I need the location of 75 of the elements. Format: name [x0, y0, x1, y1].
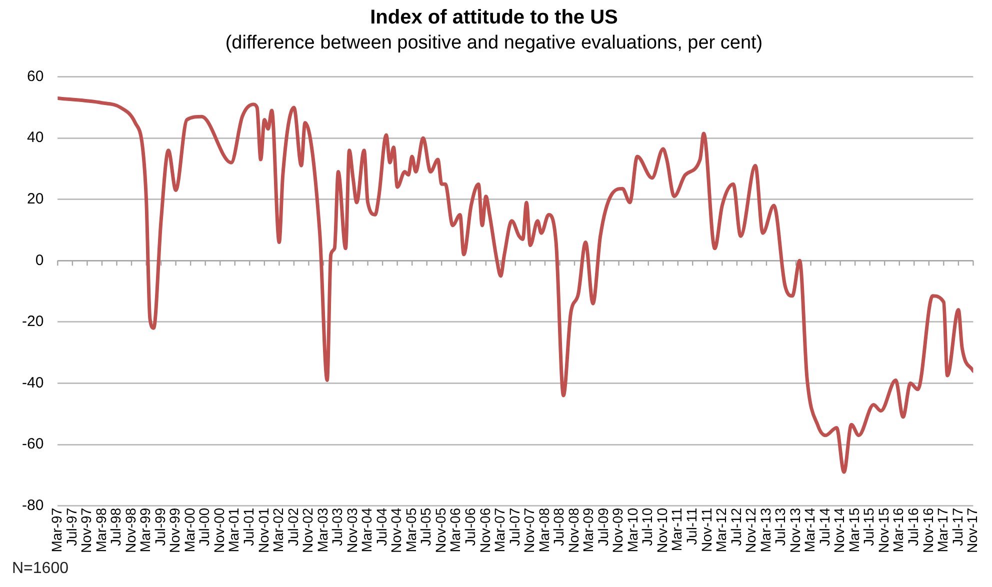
x-tick-label: Mar-12: [713, 508, 730, 552]
x-tick-label: Jul-14: [816, 508, 832, 546]
x-tick-label: Jul-06: [462, 508, 478, 546]
x-tick-label: Nov-12: [742, 508, 759, 554]
x-tick-label: Nov-00: [210, 508, 227, 554]
x-tick-label: Mar-17: [934, 508, 951, 552]
y-tick-label: 0: [35, 252, 44, 269]
x-tick-label: Mar-05: [402, 508, 419, 552]
x-tick-label: Mar-01: [226, 508, 242, 552]
y-tick-label: 60: [26, 68, 44, 85]
x-tick-label: Mar-10: [624, 508, 640, 552]
x-tick-label: Mar-06: [447, 508, 464, 552]
x-tick-label: Jul-99: [152, 508, 168, 546]
x-tick-label: Nov-09: [610, 508, 626, 554]
y-tick-label: 40: [26, 129, 44, 146]
y-tick-label: -40: [22, 374, 44, 392]
x-tick-label: Jul-08: [550, 508, 567, 546]
x-tick-label: Mar-11: [668, 508, 685, 552]
x-tick-label: Mar-16: [890, 508, 906, 552]
x-tick-label: Jul-15: [860, 508, 877, 546]
x-tick-label: Nov-05: [432, 508, 448, 554]
x-tick-label: Jul-00: [196, 508, 212, 546]
x-tick-label: Nov-99: [166, 508, 183, 554]
x-tick-label: Jul-02: [284, 508, 301, 546]
x-tick-label: Jul-97: [63, 508, 80, 546]
x-tick-label: Jul-16: [904, 508, 921, 546]
text: N=1600: [12, 560, 68, 578]
x-tick-label: Mar-99: [137, 508, 154, 552]
x-tick-label: Jul-12: [728, 508, 744, 546]
x-tick-label: Nov-98: [122, 508, 138, 554]
x-tick-label: Nov-13: [786, 508, 803, 554]
x-tick-label: Mar-02: [270, 508, 286, 552]
x-tick-label: Mar-08: [536, 508, 552, 552]
x-tick-label: Jul-03: [329, 508, 346, 546]
x-tick-label: Jul-13: [772, 508, 788, 546]
x-tick-label: Mar-00: [181, 508, 198, 552]
x-tick-label: Nov-97: [78, 508, 94, 554]
y-tick-label: -20: [22, 313, 44, 330]
x-tick-label: Mar-15: [846, 508, 862, 552]
x-tick-label: Nov-07: [521, 508, 538, 554]
x-tick-label: Mar-13: [757, 508, 774, 552]
x-tick-label: Nov-10: [654, 508, 670, 554]
x-tick-label: Mar-04: [358, 508, 375, 552]
x-tick-label: Nov-16: [920, 508, 936, 554]
y-tick-label: -60: [22, 436, 44, 453]
x-tick-label: Jul-05: [418, 508, 434, 546]
x-tick-label: Mar-14: [802, 508, 818, 552]
x-tick-label: Jul-17: [949, 508, 966, 546]
x-tick-label: Nov-06: [476, 508, 493, 554]
line-series: [58, 96, 974, 474]
x-tick-label: Nov-04: [388, 508, 404, 554]
x-tick-label: Mar-03: [314, 508, 330, 552]
x-tick-label: Jul-01: [240, 508, 257, 546]
x-tick-label: Nov-01: [255, 508, 272, 554]
y-tick-label: -80: [22, 497, 44, 514]
x-tick-label: Nov-02: [300, 508, 316, 554]
x-tick-label: Mar-98: [92, 508, 109, 552]
x-tick-label: Jul-04: [373, 508, 390, 546]
y-tick-label: 20: [26, 190, 44, 208]
x-tick-label: Jul-09: [594, 508, 611, 546]
x-tick-label: Jul-11: [683, 508, 700, 545]
x-tick-label: Jul-98: [108, 508, 124, 546]
x-tick-label: Nov-03: [344, 508, 360, 554]
x-tick-label: Nov-17: [964, 508, 980, 554]
x-tick-label: Nov-15: [875, 508, 892, 554]
chart-subtitle: (difference between positive and negative evaluations, per cent): [225, 32, 763, 54]
x-tick-label: Jul-07: [506, 508, 522, 546]
x-tick-label: Mar-09: [580, 508, 596, 552]
chart-title: Index of attitude to the US: [370, 6, 618, 29]
x-tick-label: Nov-14: [831, 508, 848, 554]
x-tick-label: Jul-10: [639, 508, 656, 546]
x-tick-label: Nov-08: [565, 508, 582, 554]
x-tick-label: Nov-11: [698, 508, 714, 552]
x-tick-label: Mar-07: [492, 508, 508, 552]
x-tick-label: Mar-97: [48, 508, 65, 552]
